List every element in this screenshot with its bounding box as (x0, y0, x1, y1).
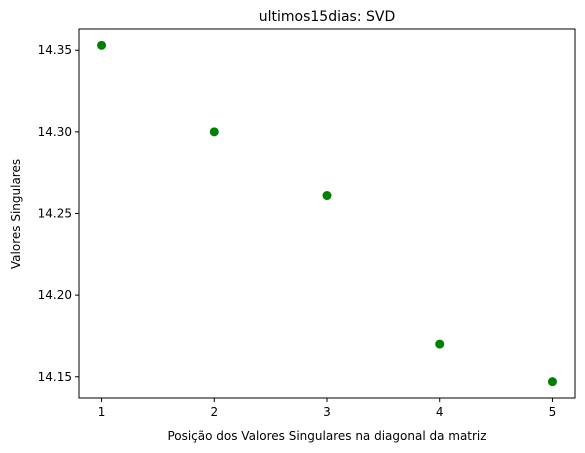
x-tick-label-4: 4 (436, 405, 444, 419)
y-tick-label-3: 14.25 (38, 207, 72, 221)
x-tick-label-1: 1 (98, 405, 106, 419)
x-tick-label-5: 5 (549, 405, 557, 419)
data-point-3 (322, 191, 332, 201)
x-tick-label-2: 2 (210, 405, 218, 419)
data-points (97, 40, 557, 387)
y-tick-label-4: 14.30 (38, 125, 72, 139)
y-axis-label: Valores Singulares (9, 159, 23, 269)
data-point-1 (97, 40, 107, 50)
x-axis-ticks: 1 2 3 4 5 (98, 398, 557, 419)
x-axis-label: Posição dos Valores Singulares na diagon… (167, 429, 486, 443)
data-point-2 (209, 127, 219, 137)
y-axis-ticks: 14.15 14.20 14.25 14.30 14.35 (38, 43, 79, 384)
y-tick-label-1: 14.15 (38, 370, 72, 384)
y-tick-label-5: 14.35 (38, 43, 72, 57)
x-tick-label-3: 3 (323, 405, 331, 419)
data-point-5 (547, 377, 557, 387)
chart-title: ultimos15dias: SVD (259, 9, 396, 25)
y-tick-label-2: 14.20 (38, 288, 72, 302)
data-point-4 (435, 339, 445, 349)
plot-area-frame (78, 28, 576, 399)
